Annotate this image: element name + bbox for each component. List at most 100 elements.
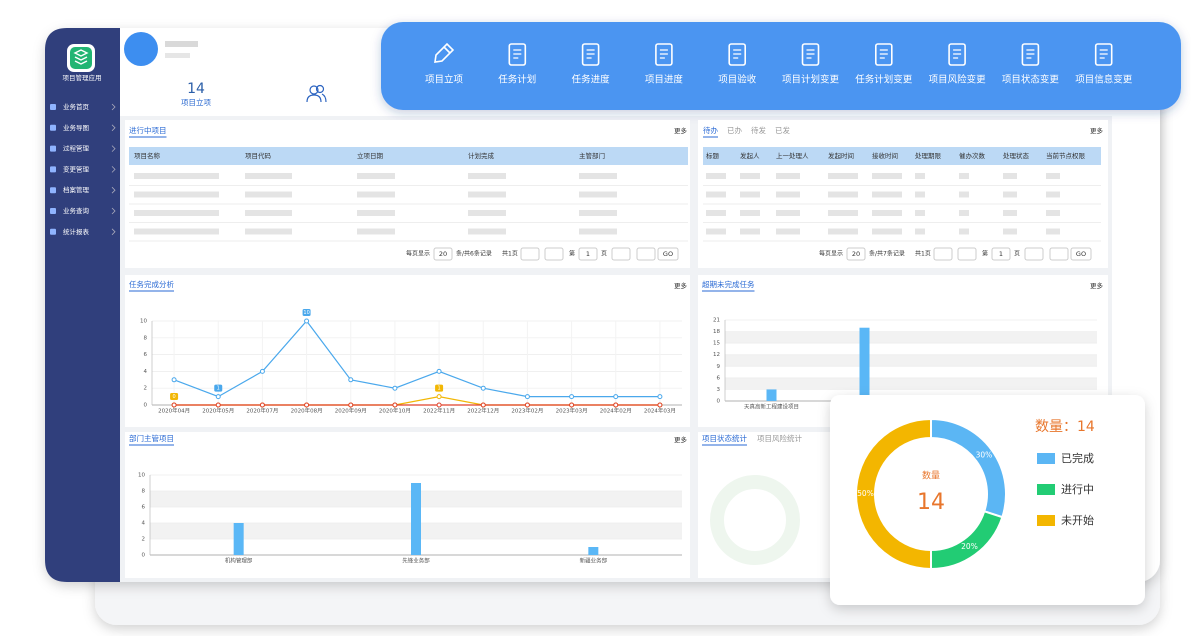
more-link[interactable]: 更多 <box>674 435 688 444</box>
panel-title[interactable]: 超期未完成任务 <box>702 279 755 289</box>
slice <box>855 417 932 571</box>
center-value: 14 <box>917 490 945 515</box>
menu-icon <box>50 104 56 110</box>
y-tick-label: 12 <box>713 352 720 358</box>
x-tick-label: 天真高新工程建设项目 <box>744 403 799 411</box>
column-header: 接收时间 <box>872 151 898 160</box>
tool-button[interactable]: 项目验收 <box>718 74 757 86</box>
panel-title[interactable]: 进行中项目 <box>129 125 167 135</box>
point <box>613 402 619 408</box>
placeholder <box>828 173 858 179</box>
tool-button[interactable]: 项目风险变更 <box>929 74 987 86</box>
x-tick-label: 先锋业务部 <box>402 557 430 565</box>
page-box[interactable] <box>991 247 1011 261</box>
placeholder <box>776 173 800 179</box>
page-box[interactable] <box>933 247 953 261</box>
placeholder <box>468 228 506 235</box>
page-box[interactable] <box>433 247 453 261</box>
placeholder <box>1003 191 1017 198</box>
placeholder <box>1003 228 1017 235</box>
tool-button[interactable]: 项目状态变更 <box>1002 74 1060 86</box>
panel-title[interactable]: 项目风险统计 <box>757 433 802 443</box>
menu-item[interactable]: 过程管理 <box>63 144 90 153</box>
page-box[interactable] <box>657 247 679 261</box>
page-box[interactable] <box>1070 247 1092 261</box>
page-box[interactable] <box>611 247 631 261</box>
tool-icon <box>1021 43 1040 66</box>
page-box[interactable] <box>1024 247 1044 261</box>
y-tick-label: 0 <box>144 403 148 409</box>
grid-band <box>725 354 1097 367</box>
menu-item[interactable]: 业务导图 <box>63 123 89 132</box>
page-box[interactable] <box>1049 247 1069 261</box>
placeholder <box>959 191 969 198</box>
logo-icon <box>73 49 89 65</box>
placeholder <box>1046 228 1060 235</box>
data-label: 1 <box>217 386 220 392</box>
placeholder <box>579 210 617 216</box>
placeholder <box>165 53 190 58</box>
tool-icon-lines <box>1026 49 1035 59</box>
x-tick-label: 2020年09月 <box>335 407 367 415</box>
slice-label: 20% <box>961 542 978 551</box>
panel-title[interactable]: 待办 <box>703 125 718 135</box>
menu-item[interactable]: 档案管理 <box>63 185 90 194</box>
placeholder <box>134 173 219 179</box>
point <box>304 402 310 408</box>
page-box[interactable] <box>846 247 866 261</box>
page-box-text[interactable]: GO <box>1076 250 1086 258</box>
menu-arrow <box>111 103 116 111</box>
menu-item[interactable]: 业务首页 <box>63 102 90 111</box>
label-bg <box>214 384 223 392</box>
y-tick-label: 18 <box>713 329 720 335</box>
page-box[interactable] <box>544 247 564 261</box>
x-tick-label: 2023年03月 <box>556 407 588 415</box>
panel-title[interactable]: 已办 <box>727 125 742 135</box>
placeholder <box>776 191 800 198</box>
y-tick-label: 10 <box>138 473 145 479</box>
point <box>392 402 398 408</box>
more-link[interactable]: 更多 <box>1090 126 1104 135</box>
placeholder <box>915 191 925 198</box>
tool-button[interactable]: 项目立项 <box>425 74 464 86</box>
placeholder <box>579 173 617 179</box>
page-box-text[interactable]: GO <box>663 250 673 258</box>
tool-button[interactable]: 项目计划变更 <box>782 74 840 86</box>
page-box[interactable] <box>520 247 540 261</box>
panel-title[interactable]: 项目状态统计 <box>702 433 747 443</box>
more-link[interactable]: 更多 <box>674 126 688 135</box>
more-link[interactable]: 更多 <box>1090 281 1104 290</box>
tool-button[interactable]: 任务进度 <box>572 74 611 86</box>
page-box-text[interactable]: 1 <box>999 250 1003 258</box>
panel-title[interactable]: 部门主管项目 <box>129 433 174 443</box>
y-tick-label: 4 <box>144 369 148 375</box>
y-tick-label: 4 <box>142 521 146 527</box>
page-box[interactable] <box>957 247 977 261</box>
page-box[interactable] <box>636 247 656 261</box>
x-tick-label: 2020年08月 <box>291 407 323 415</box>
page-box[interactable] <box>578 247 598 261</box>
panel-title[interactable]: 任务完成分析 <box>129 279 174 289</box>
page-box-text[interactable]: 1 <box>586 250 590 258</box>
y-tick-label: 15 <box>713 341 720 347</box>
bar <box>588 547 599 555</box>
point <box>569 402 575 408</box>
page-box-text[interactable]: 20 <box>439 250 447 258</box>
menu-item[interactable]: 业务查询 <box>63 206 90 215</box>
tool-icon-lines <box>806 49 815 59</box>
more-link[interactable]: 更多 <box>674 281 688 290</box>
tool-button[interactable]: 任务计划变更 <box>855 74 913 86</box>
tool-button[interactable]: 任务计划 <box>498 74 536 86</box>
panel-title[interactable]: 已发 <box>775 125 790 135</box>
tool-button[interactable]: 项目进度 <box>645 74 684 86</box>
menu-item[interactable]: 统计报表 <box>63 227 90 236</box>
pager-text: 每页显示 <box>406 250 430 258</box>
content: 项目管理应用业务首页业务导图过程管理变更管理档案管理业务查询统计报表14项目立项… <box>50 42 1133 578</box>
page-box-text[interactable]: 20 <box>852 250 860 258</box>
tool-icon-lines <box>1099 49 1108 59</box>
tool-button[interactable]: 项目信息变更 <box>1075 74 1133 86</box>
menu-item[interactable]: 变更管理 <box>63 164 90 173</box>
panel-title[interactable]: 待发 <box>751 125 766 135</box>
pager-text: 共1页 <box>502 250 518 258</box>
